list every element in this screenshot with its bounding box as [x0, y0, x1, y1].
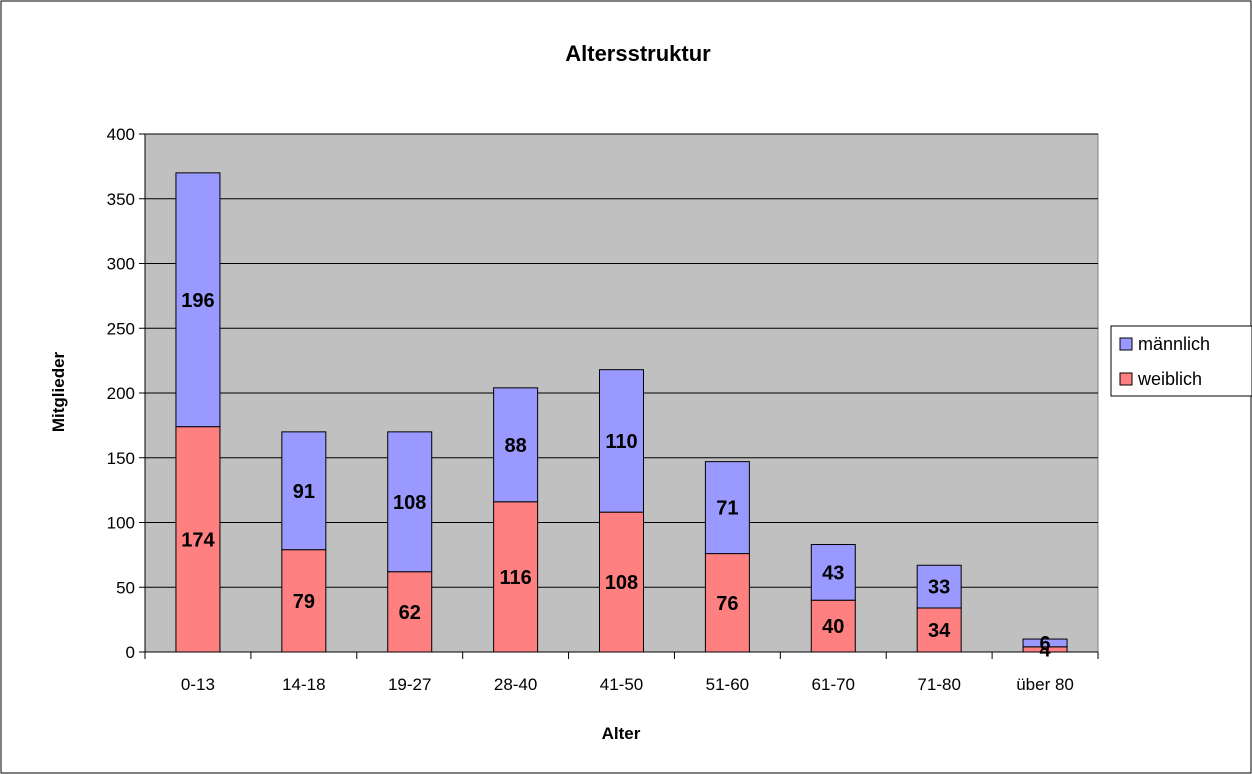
x-tick-label: 61-70	[812, 675, 855, 694]
data-label: 174	[181, 529, 215, 551]
data-label: 116	[499, 567, 531, 589]
legend: männlich weiblich	[1111, 326, 1252, 396]
x-tick-label: 71-80	[917, 675, 960, 694]
data-label: 71	[716, 498, 738, 520]
x-tick-label: 0-13	[181, 675, 215, 694]
y-tick-label: 300	[107, 255, 135, 274]
x-axis-label: Alter	[602, 724, 641, 743]
data-label: 88	[504, 435, 526, 457]
x-tick-label: 19-27	[388, 675, 431, 694]
legend-label-maennlich: männlich	[1138, 334, 1210, 354]
y-tick-label: 50	[116, 578, 135, 597]
y-tick-label: 200	[107, 384, 135, 403]
x-tick-label: 51-60	[706, 675, 749, 694]
y-tick-label: 350	[107, 190, 135, 209]
data-label: 79	[293, 591, 315, 613]
y-tick-label: 150	[107, 449, 135, 468]
chart-title: Altersstruktur	[565, 41, 711, 66]
x-tick-label: 41-50	[600, 675, 643, 694]
legend-swatch-maennlich	[1120, 338, 1132, 350]
data-label: 40	[822, 616, 844, 638]
data-label: 62	[399, 602, 421, 624]
y-tick-label: 250	[107, 319, 135, 338]
x-tick-label: 28-40	[494, 675, 537, 694]
legend-swatch-weiblich	[1120, 373, 1132, 385]
data-label: 108	[605, 572, 638, 594]
y-tick-label: 400	[107, 125, 135, 144]
data-label: 91	[293, 481, 315, 503]
legend-label-weiblich: weiblich	[1137, 369, 1202, 389]
y-tick-label: 0	[126, 643, 135, 662]
data-label: 33	[928, 577, 950, 599]
x-tick-label: 14-18	[282, 675, 325, 694]
data-label: 110	[605, 431, 637, 453]
y-axis-label: Mitglieder	[49, 351, 68, 432]
data-label: 34	[928, 620, 951, 642]
data-label: 76	[716, 593, 738, 615]
y-tick-label: 100	[107, 514, 135, 533]
data-label: 43	[822, 562, 844, 584]
data-label: 108	[393, 492, 426, 514]
x-tick-label: über 80	[1016, 675, 1074, 694]
data-label: 196	[181, 290, 214, 312]
